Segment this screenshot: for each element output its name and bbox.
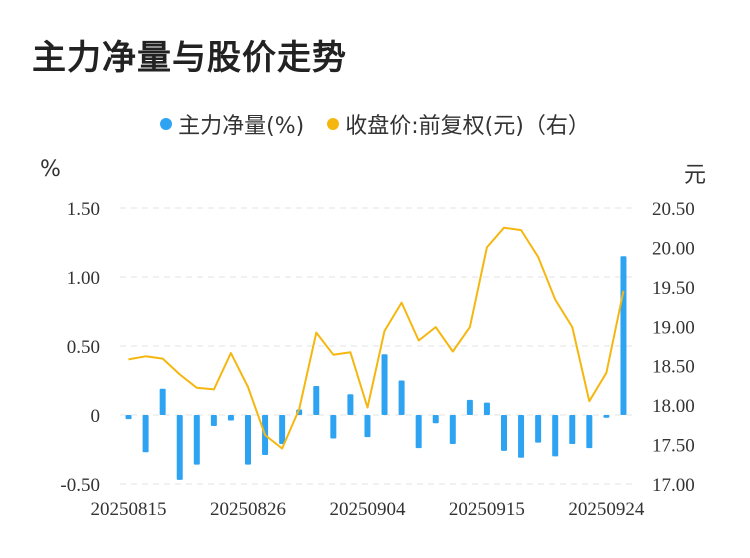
bar <box>620 256 627 415</box>
bar <box>483 402 490 415</box>
legend-bar-label: 主力净量(%) <box>178 114 305 139</box>
right-axis-tick-label: 17.00 <box>652 475 695 496</box>
right-axis-tick-label: 20.00 <box>652 238 695 259</box>
bar <box>466 399 473 415</box>
bar <box>415 415 422 449</box>
legend-item-bar[interactable]: 主力净量(%) <box>160 108 304 140</box>
gridlines <box>120 207 632 485</box>
bar-legend-marker <box>160 118 173 130</box>
bar <box>603 415 610 418</box>
right-axis-tick-label: 18.50 <box>652 357 695 378</box>
bar <box>449 415 456 444</box>
legend: 主力净量(%) 收盘价:前复权(元)（右） <box>0 108 750 140</box>
x-axis-tick-label: 20250915 <box>449 499 525 520</box>
bar <box>518 415 525 458</box>
right-axis-ticks: 20.50 20.00 19.50 19.00 18.50 18.00 17.50 17.00 <box>652 199 695 496</box>
bar <box>313 386 320 415</box>
bar-series <box>125 256 627 480</box>
bar <box>381 354 388 415</box>
bar <box>364 415 371 438</box>
x-axis-tick-label: 20250815 <box>91 499 167 520</box>
bar <box>552 415 559 457</box>
right-axis-tick-label: 20.50 <box>652 199 695 220</box>
left-axis-unit: % <box>40 157 61 182</box>
bar <box>535 415 542 443</box>
bar <box>501 415 507 451</box>
left-axis-tick-label: -0.50 <box>60 475 100 496</box>
left-axis-ticks: 1.50 1.00 0.50 0 -0.50 <box>60 199 100 496</box>
line-legend-marker <box>327 118 340 130</box>
bar <box>347 394 354 415</box>
bar <box>142 415 149 453</box>
line-series <box>128 226 625 450</box>
right-axis-tick-label: 17.50 <box>652 436 695 457</box>
left-axis-tick-label: 0 <box>91 406 101 427</box>
price-line <box>128 226 625 450</box>
legend-line-label: 收盘价:前复权(元)（右） <box>345 114 590 139</box>
bar <box>398 380 405 415</box>
left-axis-tick-label: 1.00 <box>67 268 100 289</box>
bar <box>210 415 217 427</box>
bar <box>432 415 439 424</box>
chart-title: 主力净量与股价走势 <box>32 38 347 78</box>
x-axis-tick-label: 20250826 <box>210 499 286 520</box>
bar <box>330 415 337 439</box>
bar <box>159 388 166 415</box>
left-axis-tick-label: 1.50 <box>67 199 100 220</box>
bar <box>227 415 234 421</box>
right-axis-tick-label: 19.00 <box>652 317 695 338</box>
left-axis-tick-label: 0.50 <box>67 337 100 358</box>
bar <box>279 415 286 444</box>
x-axis-tick-label: 20250924 <box>568 499 645 520</box>
bar <box>569 415 576 444</box>
right-axis-tick-label: 18.00 <box>652 396 695 417</box>
bar <box>125 415 132 420</box>
legend-item-line[interactable]: 收盘价:前复权(元)（右） <box>327 108 590 140</box>
x-axis-tick-label: 20250904 <box>329 499 406 520</box>
x-axis-ticks: 20250815 20250826 20250904 20250915 20250924 <box>91 499 645 520</box>
bar <box>193 415 200 465</box>
right-axis-tick-label: 19.50 <box>652 278 695 299</box>
bar <box>245 415 251 465</box>
right-axis-unit: 元 <box>684 163 707 188</box>
bar <box>586 415 593 449</box>
bar <box>176 415 183 480</box>
